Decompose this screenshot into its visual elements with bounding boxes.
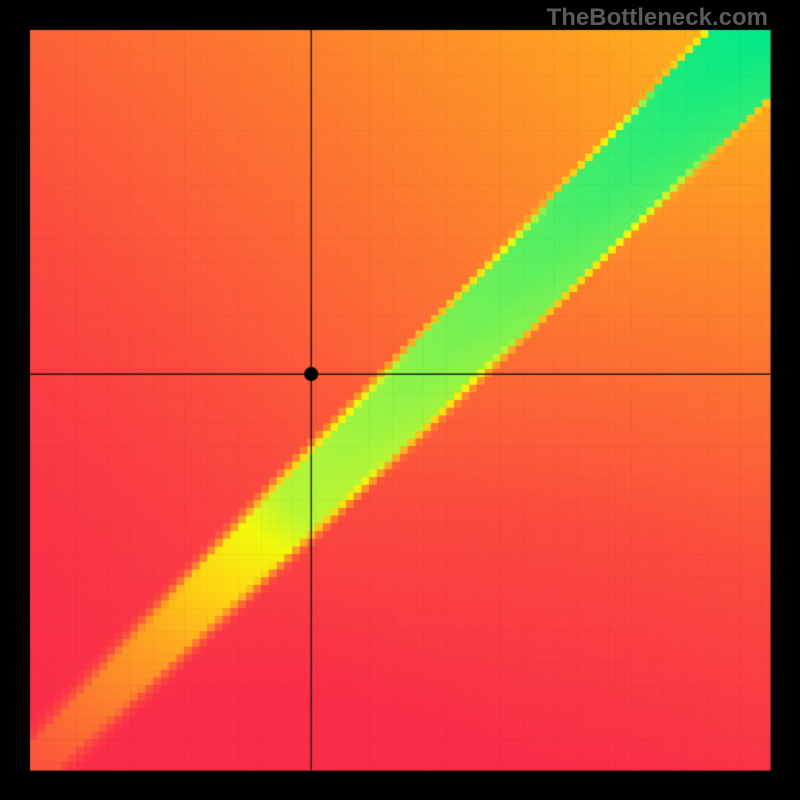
chart-container: TheBottleneck.com [0,0,800,800]
heatmap-canvas [0,0,800,800]
watermark-text: TheBottleneck.com [547,4,768,32]
